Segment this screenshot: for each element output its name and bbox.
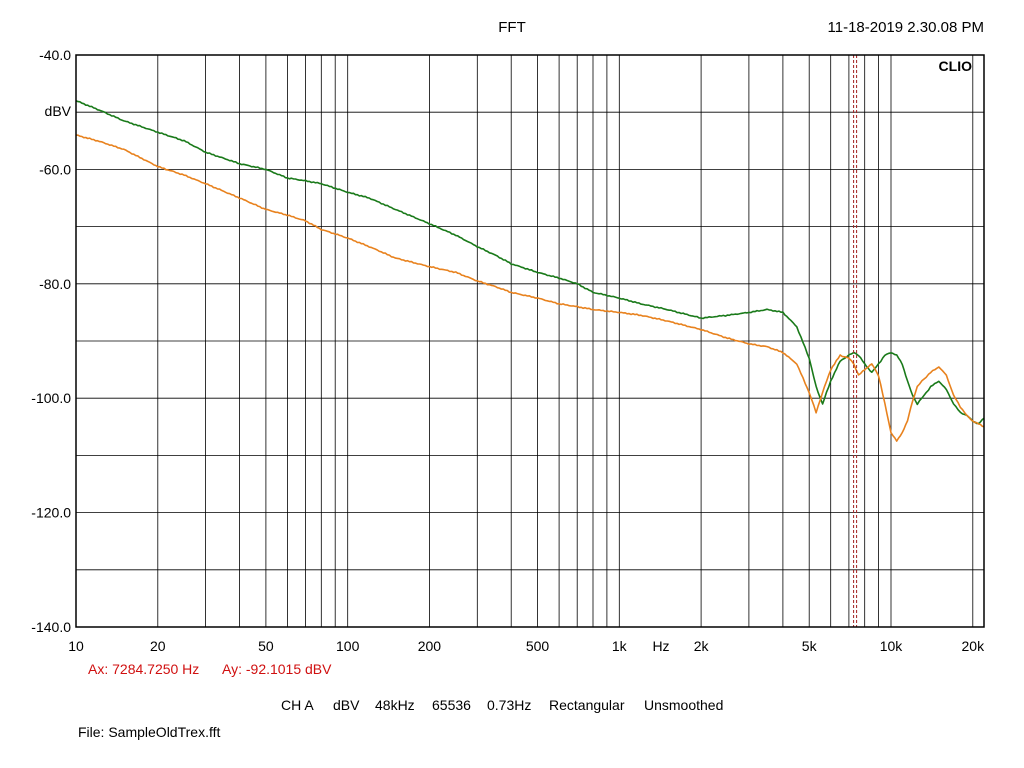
setting-channel: CH A <box>281 697 314 713</box>
setting-window: Rectangular <box>549 697 625 713</box>
chart-title: FFT <box>498 19 526 36</box>
x-tick-label: 10k <box>880 638 904 654</box>
x-tick-labels: 10 20 50 100 200 500 1k 2k 5k 10k 20k <box>68 638 985 654</box>
x-tick-label: 50 <box>258 638 274 654</box>
y-tick-label: -80.0 <box>39 276 71 292</box>
x-axis-unit: Hz <box>652 638 669 654</box>
cursor-layer <box>853 55 858 627</box>
y-tick-label: -40.0 <box>39 47 71 63</box>
cursor-y-readout: Ay: -92.1015 dBV <box>222 661 332 677</box>
setting-resolution: 0.73Hz <box>487 697 531 713</box>
x-tick-label: 20k <box>962 638 986 654</box>
x-tick-label: 2k <box>694 638 710 654</box>
y-tick-label: -120.0 <box>31 505 71 521</box>
timestamp: 11-18-2019 2.30.08 PM <box>828 19 985 36</box>
x-tick-label: 100 <box>336 638 360 654</box>
settings-bar: CH A dBV 48kHz 65536 0.73Hz Rectangular … <box>281 697 723 713</box>
x-tick-label: 10 <box>68 638 84 654</box>
setting-sample-rate: 48kHz <box>375 697 415 713</box>
series-line <box>75 100 985 425</box>
y-axis-unit: dBV <box>45 103 72 119</box>
clio-brand: CLIO <box>939 58 973 74</box>
grid <box>76 55 984 627</box>
series-layer <box>75 100 985 442</box>
setting-unit: dBV <box>333 697 360 713</box>
file-name: File: SampleOldTrex.fft <box>78 724 220 740</box>
y-tick-label: -140.0 <box>31 619 71 635</box>
plot-frame <box>75 54 985 628</box>
setting-fft-size: 65536 <box>432 697 471 713</box>
setting-smoothing: Unsmoothed <box>644 697 723 713</box>
y-tick-labels: -40.0 -60.0 -80.0 -100.0 -120.0 -140.0 <box>31 47 71 635</box>
series-line <box>75 134 985 442</box>
x-tick-label: 200 <box>418 638 442 654</box>
x-tick-label: 500 <box>526 638 550 654</box>
y-tick-label: -100.0 <box>31 390 71 406</box>
x-tick-label: 20 <box>150 638 166 654</box>
cursor-x-readout: Ax: 7284.7250 Hz <box>88 661 199 677</box>
x-tick-label: 1k <box>612 638 628 654</box>
y-tick-label: -60.0 <box>39 161 71 177</box>
x-tick-label: 5k <box>802 638 818 654</box>
